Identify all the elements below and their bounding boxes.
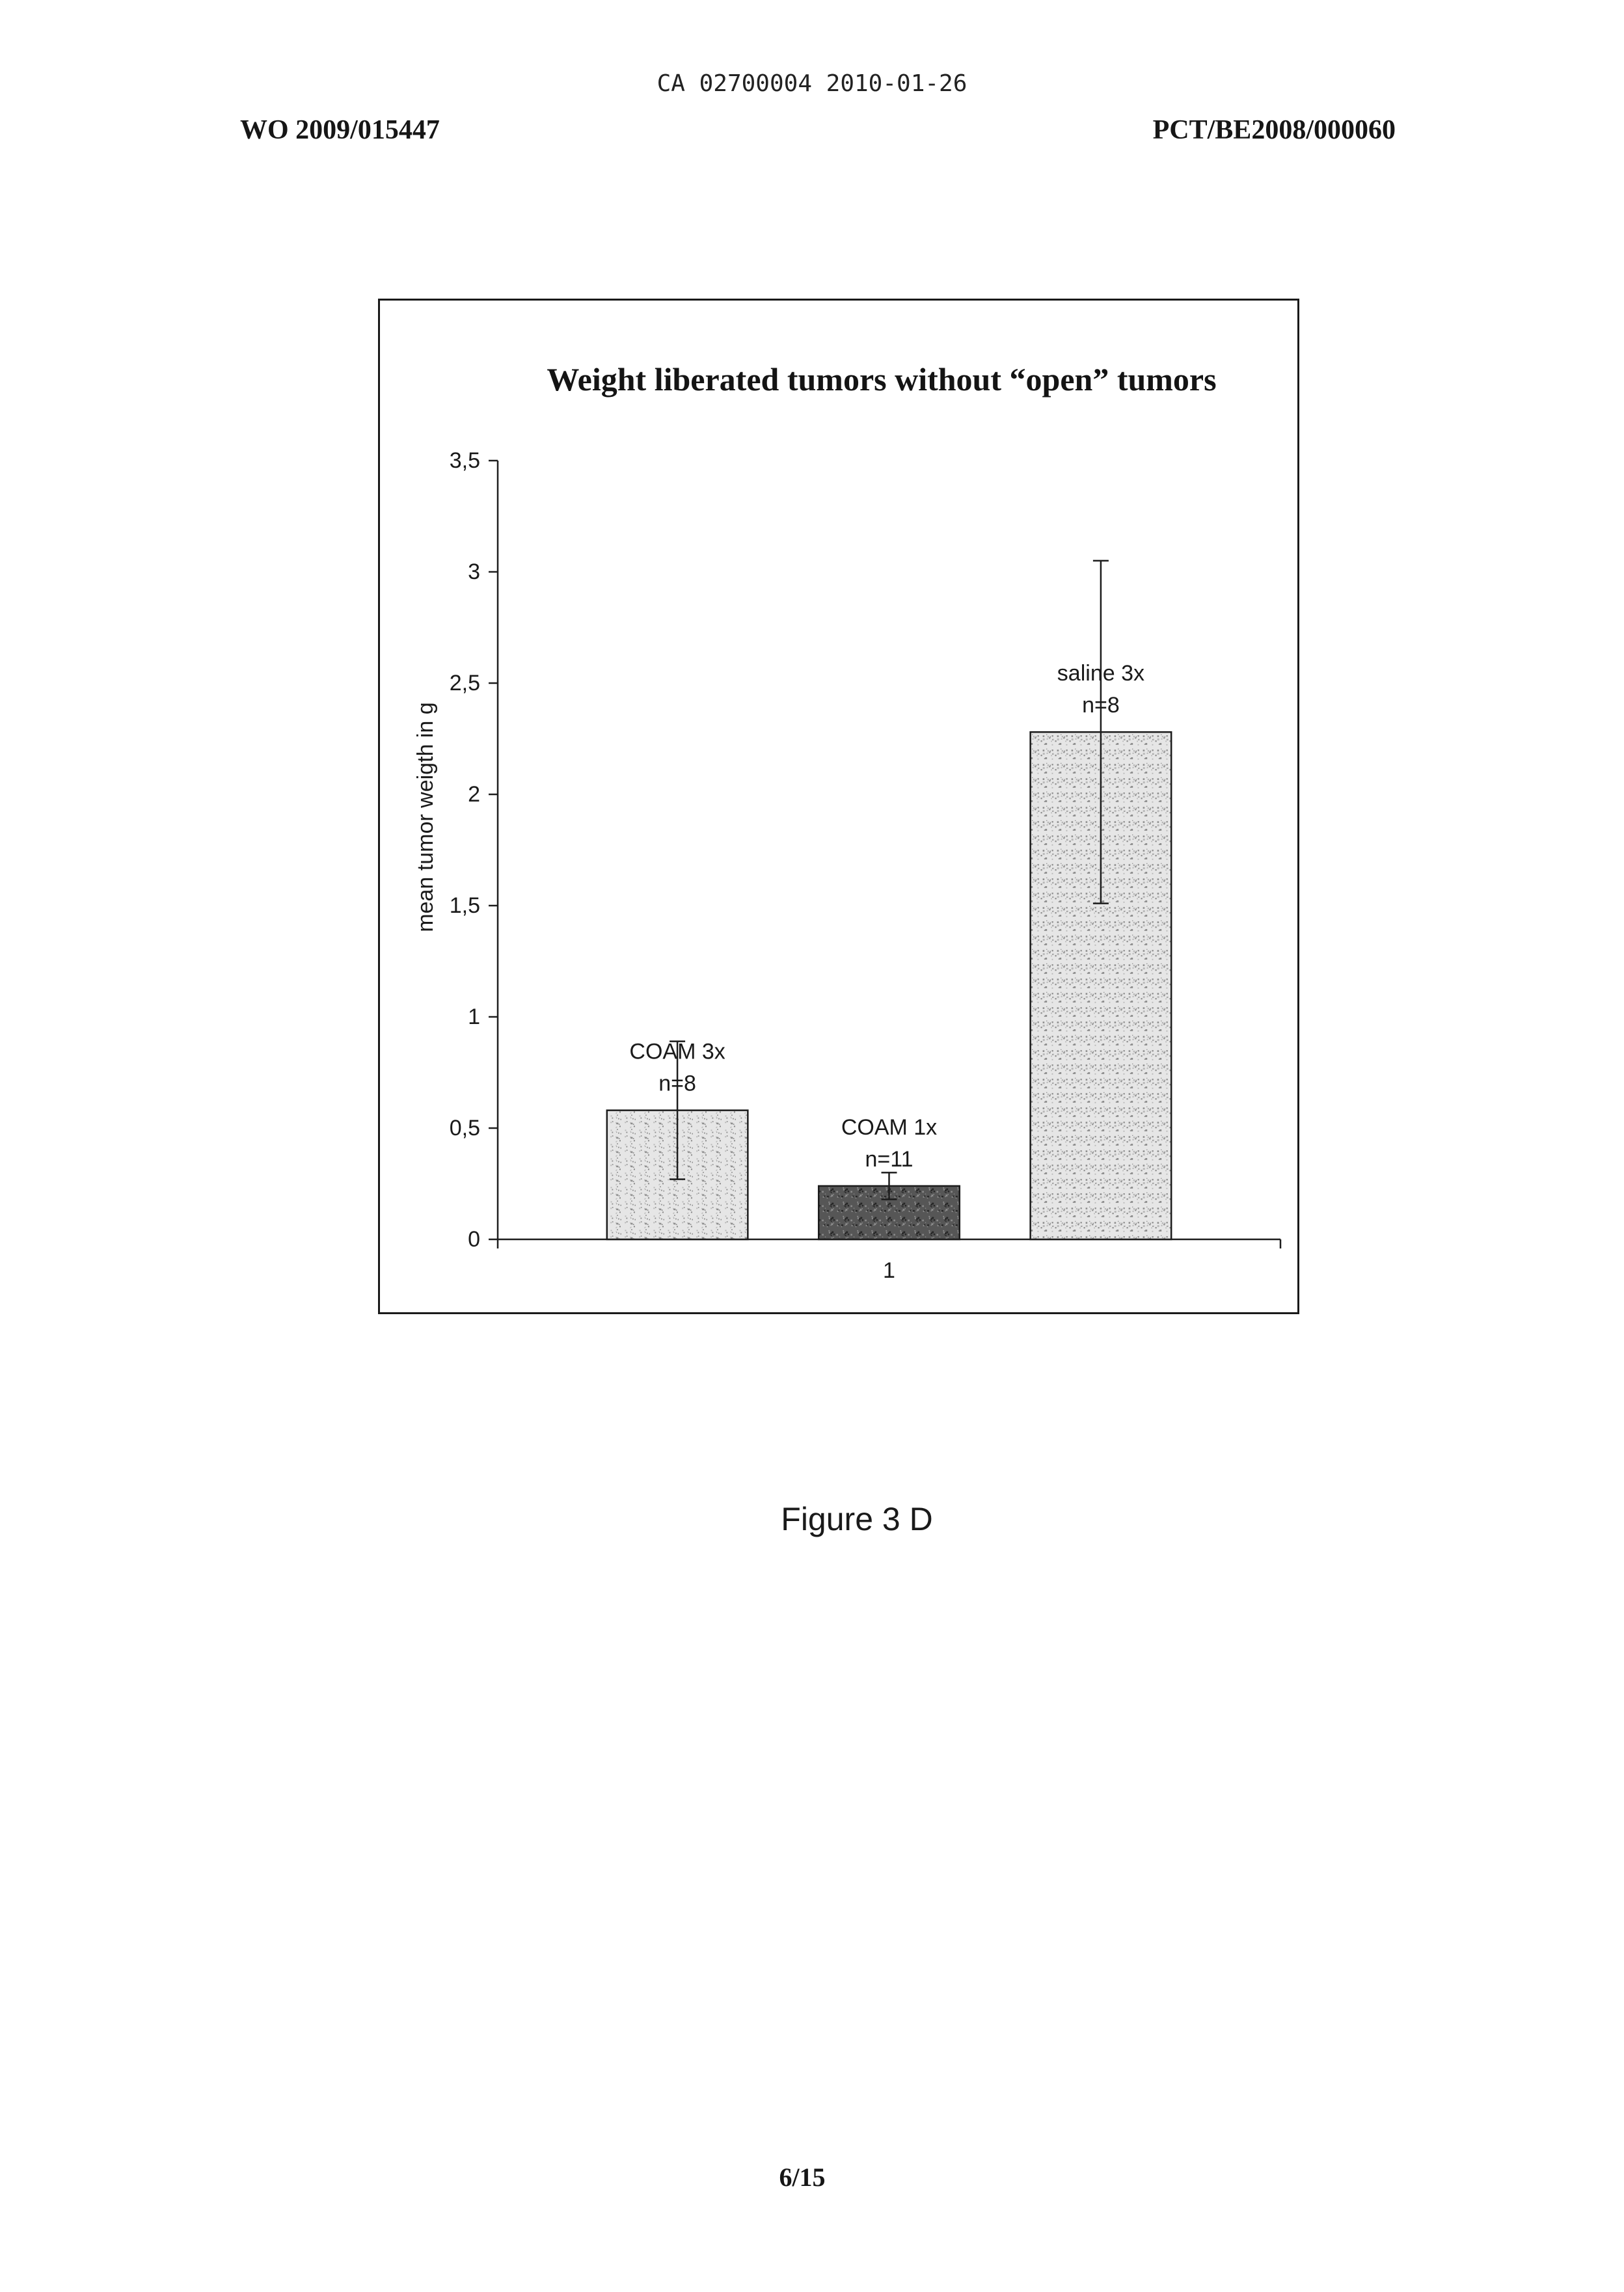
chart-title: Weight liberated tumors without “open” t… — [547, 361, 1216, 398]
y-tick-label: 0 — [468, 1227, 480, 1252]
data-label-sample-size: n=8 — [1082, 693, 1120, 718]
y-tick-label: 2,5 — [450, 671, 480, 695]
data-label-sample-size: n=11 — [865, 1147, 913, 1172]
y-tick-label: 2 — [468, 782, 480, 807]
data-label-series-name: COAM 1x — [841, 1115, 937, 1140]
y-tick-label: 1 — [468, 1004, 480, 1029]
y-tick-label: 1,5 — [450, 893, 480, 918]
y-tick-label: 0,5 — [450, 1116, 480, 1140]
bar-chart: Weight liberated tumors without “open” t… — [378, 299, 1299, 1314]
publication-number: WO 2009/015447 — [240, 116, 440, 144]
data-label-series-name: COAM 3x — [629, 1040, 725, 1064]
y-tick-label: 3 — [468, 560, 480, 584]
x-tick-label: 1 — [883, 1258, 895, 1283]
figure-caption: Figure 3 D — [781, 1503, 932, 1535]
y-axis-label: mean tumor weigth in g — [413, 702, 438, 932]
page-number: 6/15 — [779, 2164, 825, 2191]
filing-header: CA 02700004 2010-01-26 — [0, 72, 1624, 96]
application-number: PCT/BE2008/000060 — [1153, 116, 1396, 144]
data-label-series-name: saline 3x — [1057, 661, 1144, 686]
y-tick-label: 3,5 — [450, 448, 480, 473]
data-label-sample-size: n=8 — [658, 1072, 696, 1096]
